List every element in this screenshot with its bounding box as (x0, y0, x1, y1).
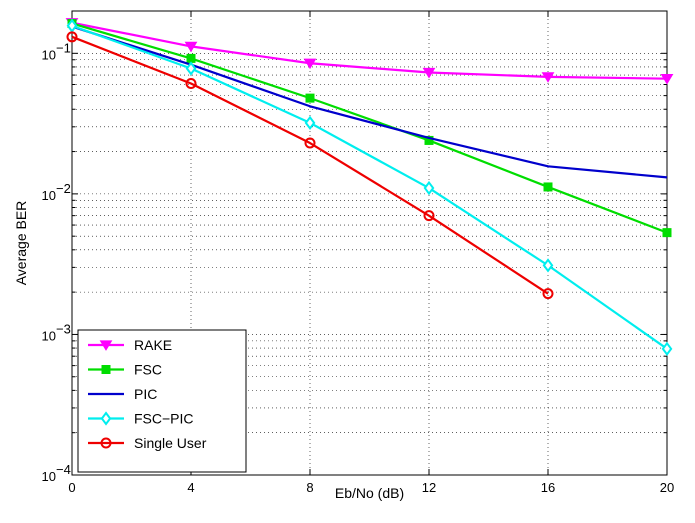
data-point-fsc (305, 93, 315, 103)
series-line-fsc-pic (71, 24, 668, 350)
data-point-rake (422, 67, 436, 79)
legend-swatch-marker (99, 340, 113, 351)
data-point-rake (660, 74, 674, 85)
series-fsc-pic (66, 18, 673, 356)
legend-swatch-marker (100, 411, 112, 426)
data-point-fsc-pic (304, 115, 316, 131)
y-axis-label: Average BER (13, 201, 29, 286)
data-point-fsc-pic (423, 180, 435, 196)
legend-item-fsc: FSC (88, 362, 162, 378)
y-tick-label: 10 −3 (42, 321, 71, 343)
y-tick-exponent: −1 (56, 40, 71, 55)
x-tick-label: 8 (306, 480, 313, 495)
legend-label: FSC (134, 362, 162, 378)
legend-label: FSC−PIC (134, 411, 194, 427)
y-tick-label: 10 −1 (42, 40, 71, 62)
series-line-fsc (71, 22, 668, 234)
legend-item-pic: PIC (88, 386, 157, 402)
plot-frame (71, 10, 668, 476)
y-tick-label: 10 −4 (42, 462, 71, 484)
data-point-fsc-pic (66, 18, 78, 33)
legend-item-fsc-pic: FSC−PIC (88, 411, 194, 427)
x-tick-label: 0 (68, 480, 75, 495)
y-tick-exponent: −3 (56, 321, 71, 336)
y-tick-base: 10 (42, 328, 56, 343)
series-single-user (66, 31, 554, 300)
data-point-fsc (424, 135, 434, 145)
legend-item-single-user: Single User (88, 435, 207, 451)
legend-label: PIC (134, 386, 157, 402)
series-pic (71, 25, 668, 179)
data-point-fsc (662, 228, 672, 238)
data-point-fsc-pic (542, 258, 554, 273)
x-tick-label: 4 (187, 480, 194, 495)
tick-marks (71, 10, 668, 476)
data-point-single-user (304, 137, 316, 149)
series-line-rake (71, 21, 668, 80)
data-point-single-user (542, 288, 554, 300)
grid-lines (72, 11, 667, 475)
data-point-rake (303, 58, 317, 70)
y-tick-base: 10 (42, 188, 56, 203)
legend-item-rake: RAKE (88, 337, 172, 353)
y-tick-base: 10 (42, 47, 56, 62)
data-point-single-user (185, 77, 197, 89)
legend-swatch-marker (100, 437, 112, 449)
data-point-fsc-pic (661, 341, 673, 356)
x-tick-label: 16 (541, 480, 555, 495)
data-point-rake (184, 41, 198, 53)
series-line-single-user (71, 35, 549, 295)
legend: RAKE FSC PIC FSC−PIC Single User (77, 329, 247, 473)
y-tick-exponent: −2 (56, 181, 71, 196)
y-tick-base: 10 (42, 469, 56, 484)
data-point-fsc (543, 182, 553, 192)
y-tick-exponent: −4 (56, 462, 71, 477)
data-point-fsc (186, 53, 196, 63)
x-tick-label: 12 (422, 480, 436, 495)
legend-label: RAKE (134, 337, 172, 353)
legend-label: Single User (134, 435, 207, 451)
data-point-rake (541, 72, 555, 83)
x-tick-label: 20 (660, 480, 674, 495)
data-point-single-user (423, 210, 435, 222)
x-axis-label: Eb/No (dB) (335, 485, 404, 501)
y-tick-label: 10 −2 (42, 181, 71, 203)
legend-swatch-marker (101, 365, 111, 374)
series-line-pic (71, 25, 668, 179)
data-point-fsc-pic (185, 61, 197, 76)
data-point-single-user (66, 31, 78, 43)
